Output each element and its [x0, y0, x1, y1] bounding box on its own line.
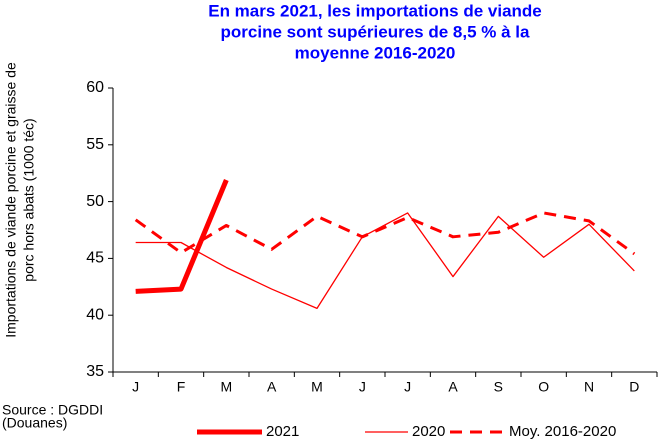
y-tick-label: 55 — [86, 136, 104, 153]
x-tick-label: A — [448, 379, 458, 395]
chart-title: moyenne 2016-2020 — [295, 43, 456, 62]
x-tick-label: F — [177, 379, 186, 395]
x-tick-label: J — [132, 379, 139, 395]
x-tick-label: M — [220, 379, 232, 395]
y-tick-label: 60 — [86, 79, 104, 96]
y-axis-label: Importations de viande porcine et graiss… — [3, 62, 19, 338]
legend-label: 2020 — [412, 423, 445, 440]
y-tick-label: 35 — [86, 363, 104, 380]
x-tick-label: J — [404, 379, 411, 395]
source: (Douanes) — [2, 415, 67, 431]
legend-label: 2021 — [266, 423, 299, 440]
series-line — [134, 211, 636, 256]
y-tick-label: 50 — [86, 193, 104, 210]
x-tick-label: J — [359, 379, 366, 395]
x-tick-label: M — [311, 379, 323, 395]
source: Source : DGDDI — [2, 402, 103, 418]
chart-title: En mars 2021, les importations de viande — [208, 1, 542, 20]
legend-label: Moy. 2016-2020 — [509, 423, 616, 440]
x-tick-label: O — [538, 379, 549, 395]
y-tick-label: 40 — [86, 306, 104, 323]
chart-title: porcine sont supérieures de 8,5 % à la — [221, 22, 530, 41]
x-tick-label: D — [629, 379, 639, 395]
y-axis-label: porc hors abats (1000 téc) — [21, 118, 37, 281]
x-tick-label: S — [494, 379, 503, 395]
x-tick-label: A — [267, 379, 277, 395]
series-line — [135, 212, 635, 310]
y-tick-label: 45 — [86, 250, 104, 267]
x-tick-label: N — [584, 379, 594, 395]
series-line — [135, 179, 229, 294]
